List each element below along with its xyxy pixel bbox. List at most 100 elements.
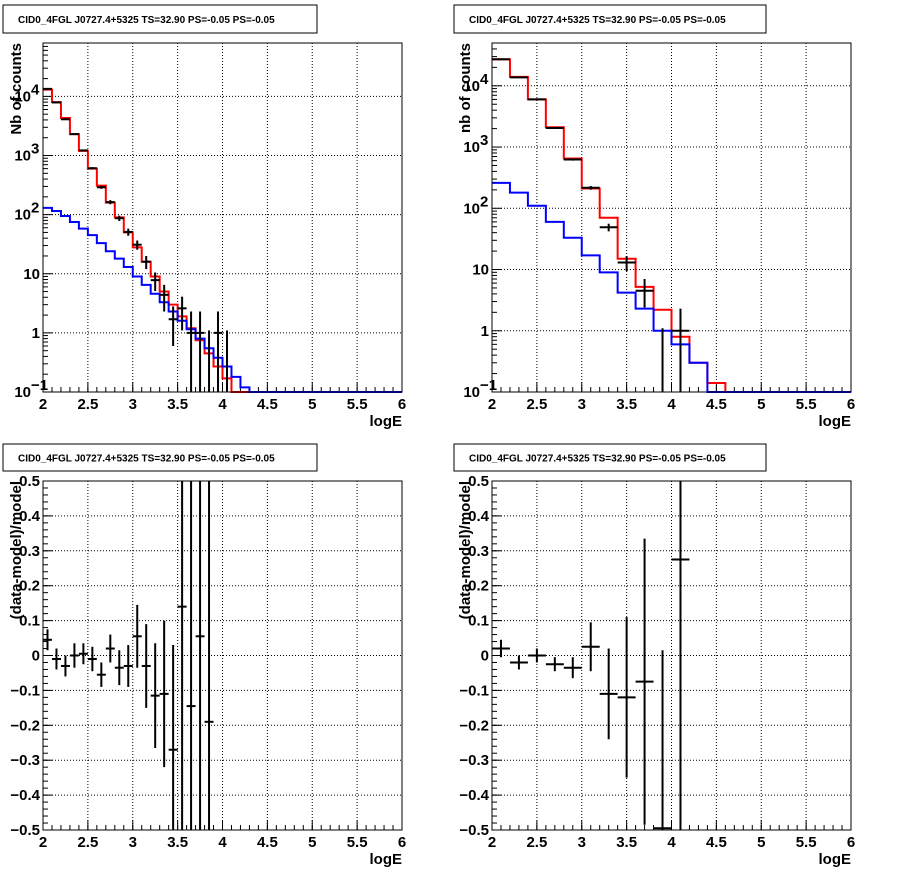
y-tick-base: −0.5	[10, 822, 40, 839]
x-axis-label: logE	[370, 851, 403, 868]
y-tick-label: 10	[463, 139, 480, 156]
x-tick-label: 2.5	[77, 834, 98, 851]
chart-title: CID0_4FGL J0727.4+5325 TS=32.90 PS=-0.05…	[469, 454, 726, 465]
data-point	[87, 646, 97, 672]
data-point	[177, 296, 187, 331]
data-point	[204, 481, 214, 830]
y-tick-base: 10	[472, 262, 489, 279]
data-point	[492, 639, 510, 658]
data-point	[123, 645, 133, 687]
y-tick-exponent: −1	[31, 377, 48, 394]
data-point	[132, 604, 142, 668]
y-tick-exponent: 3	[480, 132, 488, 149]
y-tick-label: −0.1	[10, 682, 40, 699]
data-point	[96, 662, 106, 687]
title-box	[453, 443, 767, 472]
y-tick-base: 10	[23, 266, 40, 283]
y-tick-base: −0.3	[459, 752, 489, 769]
data-point	[671, 308, 690, 392]
x-tick-label: 5	[308, 396, 316, 413]
x-tick-label: 5	[757, 396, 765, 413]
x-tick-label: 4.5	[257, 396, 278, 413]
y-tick-label: 10	[23, 266, 40, 283]
x-tick-label: 2.5	[77, 396, 98, 413]
y-tick-label: −0.4	[10, 787, 40, 804]
y-tick-label: −0.4	[459, 787, 489, 804]
y-tick-label: 10	[463, 200, 480, 217]
title-box	[453, 4, 767, 34]
data-point	[671, 481, 690, 830]
panel-counts-coarse: CID0_4FGL J0727.4+5325 TS=32.90 PS=-0.05…	[453, 4, 855, 430]
data-point	[69, 133, 79, 136]
y-tick-base: 0.2	[19, 578, 40, 595]
plot-frame	[491, 480, 852, 831]
y-tick-base: −0.3	[10, 752, 40, 769]
chart-title: CID0_4FGL J0727.4+5325 TS=32.90 PS=-0.05…	[18, 15, 275, 26]
data-point	[635, 538, 654, 825]
y-tick-base: 1	[481, 323, 489, 340]
y-tick-label: −0.3	[10, 752, 40, 769]
data-point	[186, 481, 196, 830]
data-point	[213, 311, 223, 392]
y-tick-label: 10	[463, 384, 480, 401]
plot-frame	[491, 42, 852, 393]
data-point	[150, 643, 160, 748]
data-point	[653, 650, 672, 830]
x-tick-label: 5	[308, 834, 316, 851]
y-tick-label: −0.5	[10, 822, 40, 839]
x-tick-label: 4.5	[706, 834, 727, 851]
y-tick-exponent: 3	[31, 141, 39, 158]
x-tick-label: 4.5	[706, 396, 727, 413]
y-tick-base: 10	[463, 200, 480, 217]
y-tick-base: 0.5	[19, 473, 40, 490]
title-box	[2, 4, 318, 34]
y-tick-label: 0.3	[468, 543, 489, 560]
x-tick-label: 2	[39, 834, 47, 851]
y-tick-base: 0.4	[19, 508, 41, 525]
y-tick-base: 10	[463, 384, 480, 401]
data-point	[581, 186, 600, 190]
x-axis-label: logE	[819, 851, 852, 868]
data-point	[132, 240, 142, 250]
data-point	[141, 255, 151, 270]
data-point	[114, 650, 124, 686]
y-tick-label: 0.3	[19, 543, 40, 560]
y-tick-base: 1	[32, 325, 40, 342]
data-point	[195, 311, 205, 392]
y-tick-base: −0.4	[10, 787, 40, 804]
y-tick-base: 10	[14, 88, 31, 105]
data-point	[78, 643, 88, 665]
data-point	[563, 158, 582, 161]
y-axis-label: nb of counts	[457, 43, 474, 133]
x-tick-label: 3.5	[616, 834, 637, 851]
y-tick-base: 10	[463, 139, 480, 156]
x-tick-label: 3.5	[167, 834, 188, 851]
x-tick-label: 6	[398, 834, 406, 851]
data-point	[150, 272, 160, 292]
y-tick-label: 0	[481, 648, 489, 665]
data-point	[78, 149, 88, 152]
y-tick-label: 10	[463, 78, 480, 95]
x-tick-label: 2.5	[526, 834, 547, 851]
x-tick-label: 2	[488, 834, 496, 851]
data-point	[114, 215, 124, 222]
data-point	[60, 655, 70, 677]
data-point	[635, 279, 654, 308]
y-tick-exponent: 4	[480, 71, 489, 88]
y-axis-label: (data-model)/model	[457, 481, 474, 619]
x-tick-label: 3	[129, 834, 137, 851]
x-tick-label: 6	[847, 396, 855, 413]
x-tick-label: 3	[129, 396, 137, 413]
y-tick-label: 10	[14, 148, 31, 165]
y-tick-base: 0.1	[468, 613, 489, 630]
data-point	[159, 284, 169, 312]
data-point	[51, 648, 61, 670]
y-tick-label: 0.2	[468, 578, 489, 595]
y-tick-label: 0.4	[19, 508, 41, 525]
data-point	[599, 648, 618, 740]
y-tick-label: 0.4	[468, 508, 490, 525]
y-tick-label: −0.2	[10, 717, 40, 734]
data-point	[105, 200, 115, 205]
y-tick-base: 0.2	[468, 578, 489, 595]
